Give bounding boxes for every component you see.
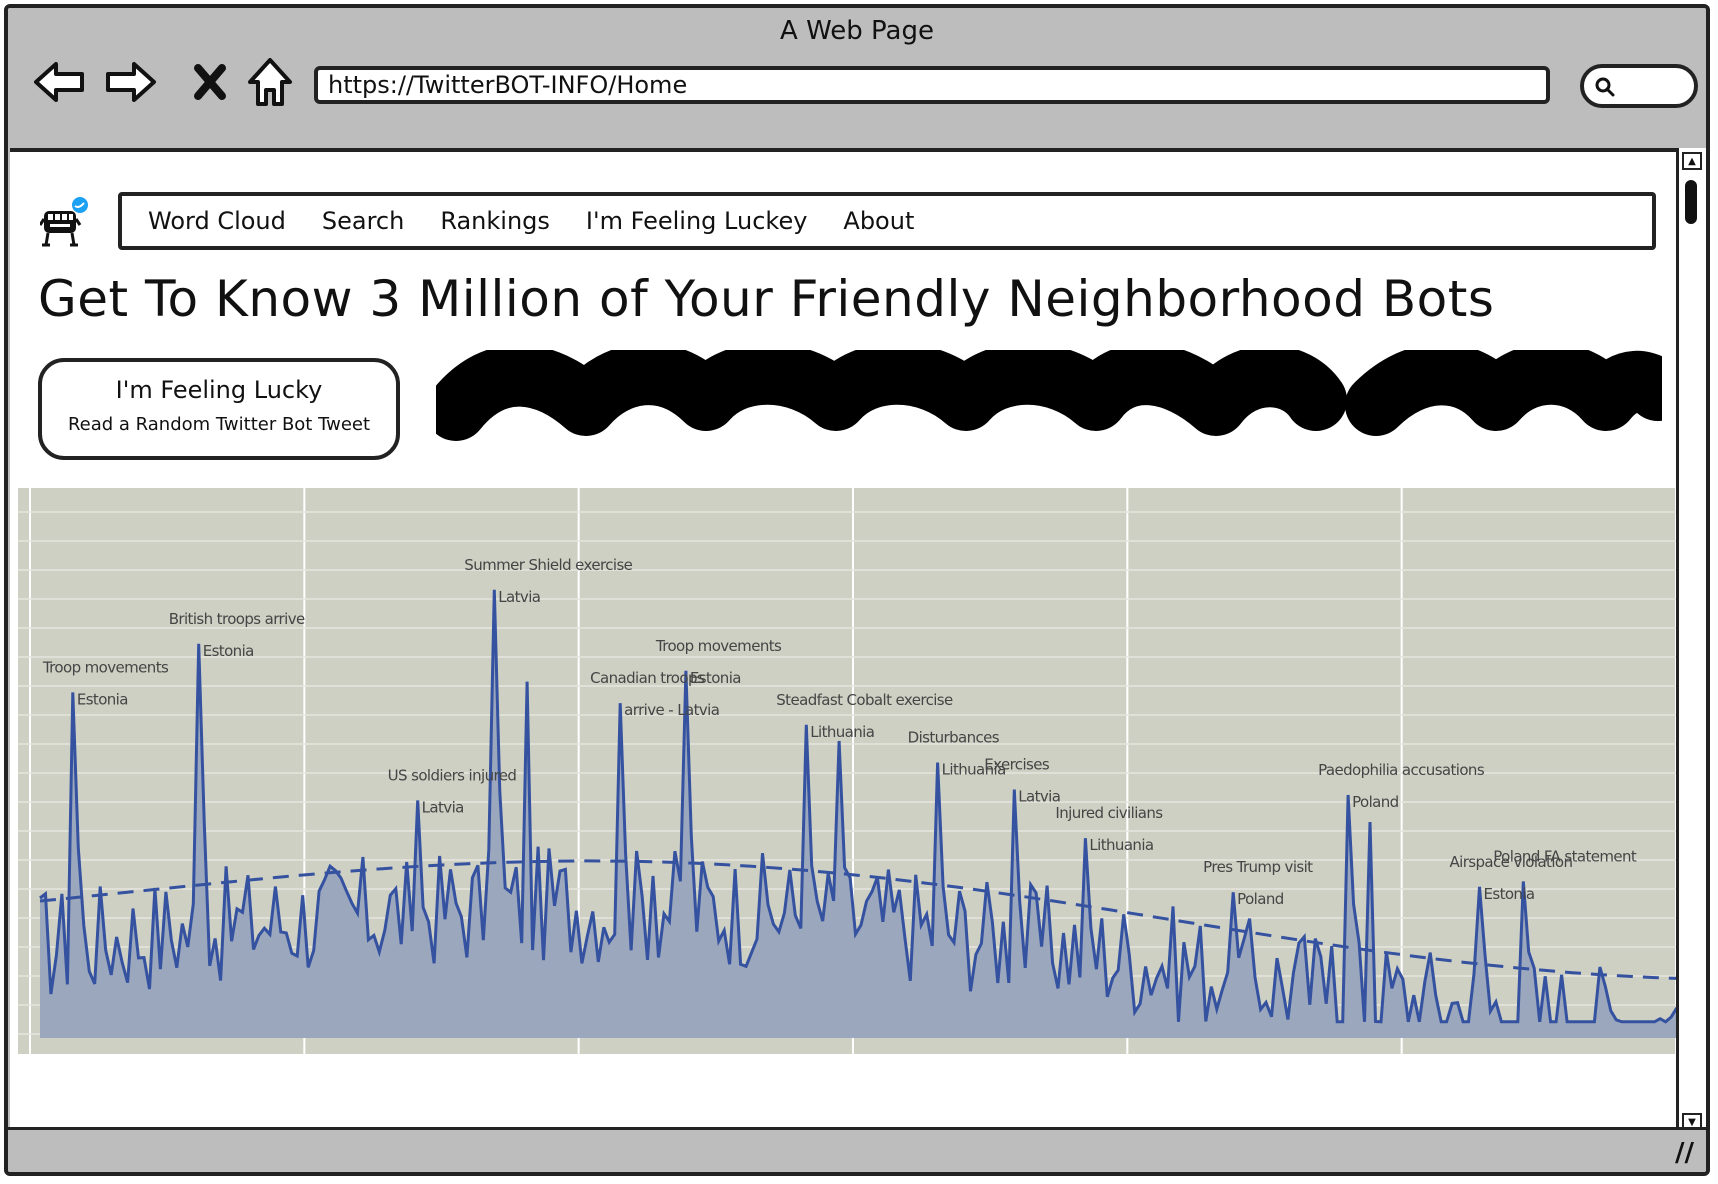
annotation-label: Paedophilia accusations bbox=[1318, 761, 1485, 779]
nav-about[interactable]: About bbox=[843, 207, 915, 235]
annotation-sublabel: Poland bbox=[1237, 890, 1284, 908]
annotation-sublabel: Lithuania bbox=[810, 723, 874, 741]
feeling-lucky-subtitle: Read a Random Twitter Bot Tweet bbox=[67, 414, 371, 435]
annotation-sublabel: Latvia bbox=[422, 798, 464, 816]
annotation-sublabel: Lithuania bbox=[1089, 836, 1153, 854]
nav-rankings[interactable]: Rankings bbox=[440, 207, 550, 235]
browser-titlebar: A Web Page https://TwitterBOT-INFO/Home bbox=[8, 8, 1706, 148]
address-bar[interactable]: https://TwitterBOT-INFO/Home bbox=[314, 66, 1550, 104]
annotation-label: Airspace violation bbox=[1449, 853, 1572, 871]
nav-search[interactable]: Search bbox=[321, 207, 405, 235]
annotation-label: Summer Shield exercise bbox=[464, 556, 632, 574]
annotation-sublabel: Estonia bbox=[1483, 885, 1534, 903]
annotation-sublabel: Latvia bbox=[1018, 788, 1060, 806]
annotation-label: Canadian troops bbox=[590, 669, 705, 687]
annotation-label: Injured civilians bbox=[1055, 804, 1163, 822]
annotation-sublabel: Poland bbox=[1352, 793, 1399, 811]
annotation-label: Troop movements bbox=[655, 637, 782, 655]
annotation-label: US soldiers injured bbox=[388, 766, 517, 784]
annotation-sublabel: Lithuania bbox=[942, 761, 1006, 779]
close-icon[interactable] bbox=[180, 52, 240, 112]
forward-arrow-icon[interactable] bbox=[100, 52, 160, 112]
page-headline: Get To Know 3 Million of Your Friendly N… bbox=[38, 270, 1495, 328]
activity-area bbox=[40, 589, 1682, 1038]
resize-handle-icon[interactable]: // bbox=[1675, 1138, 1694, 1168]
search-icon bbox=[1595, 77, 1615, 97]
page-viewport: Word Cloud Search Rankings I'm Feeling L… bbox=[10, 148, 1688, 1135]
redacted-text-scribble bbox=[436, 350, 1662, 441]
trend-line bbox=[39, 859, 1683, 981]
annotation-label: Poland FA statement bbox=[1493, 847, 1637, 865]
bot-activity-chart: Troop movements Estonia British troops arr… bbox=[18, 488, 1688, 1054]
annotation-label: Exercises bbox=[984, 756, 1050, 774]
annotation-label: Troop movements bbox=[42, 658, 169, 676]
back-arrow-icon[interactable] bbox=[30, 52, 90, 112]
nav-word-cloud[interactable]: Word Cloud bbox=[148, 207, 286, 235]
annotation-sublabel: Estonia bbox=[203, 642, 254, 660]
browser-statusbar: // bbox=[8, 1127, 1706, 1172]
feeling-lucky-button[interactable]: I'm Feeling Lucky Read a Random Twitter … bbox=[38, 358, 400, 460]
feeling-lucky-title: I'm Feeling Lucky bbox=[115, 376, 323, 404]
annotation-label: Steadfast Cobalt exercise bbox=[776, 691, 953, 709]
scroll-up-icon[interactable]: ▲ bbox=[1682, 152, 1702, 170]
annotation-sublabel: Estonia bbox=[690, 669, 741, 687]
nav-feeling-luckey[interactable]: I'm Feeling Luckey bbox=[585, 207, 808, 235]
main-nav: Word Cloud Search Rankings I'm Feeling L… bbox=[118, 192, 1656, 250]
scroll-thumb[interactable] bbox=[1685, 180, 1697, 224]
annotation-sublabel: arrive - Latvia bbox=[624, 701, 719, 719]
home-icon[interactable] bbox=[240, 52, 300, 112]
annotation-sublabel: Estonia bbox=[77, 690, 128, 708]
vertical-scrollbar[interactable]: ▲ ▼ bbox=[1676, 148, 1706, 1135]
twitter-bot-logo bbox=[38, 197, 90, 249]
annotation-sublabel: Latvia bbox=[498, 588, 540, 606]
annotation-label: Disturbances bbox=[908, 729, 1000, 747]
window-title: A Web Page bbox=[780, 16, 934, 46]
annotation-label: Pres Trump visit bbox=[1203, 858, 1313, 876]
annotation-label: British troops arrive bbox=[169, 610, 305, 628]
chart-annotations: Troop movements Estonia British troops arr… bbox=[42, 556, 1638, 908]
browser-window: A Web Page https://TwitterBOT-INFO/Home bbox=[4, 4, 1710, 1176]
browser-search-field[interactable] bbox=[1580, 64, 1698, 108]
activity-line bbox=[39, 589, 1684, 1024]
